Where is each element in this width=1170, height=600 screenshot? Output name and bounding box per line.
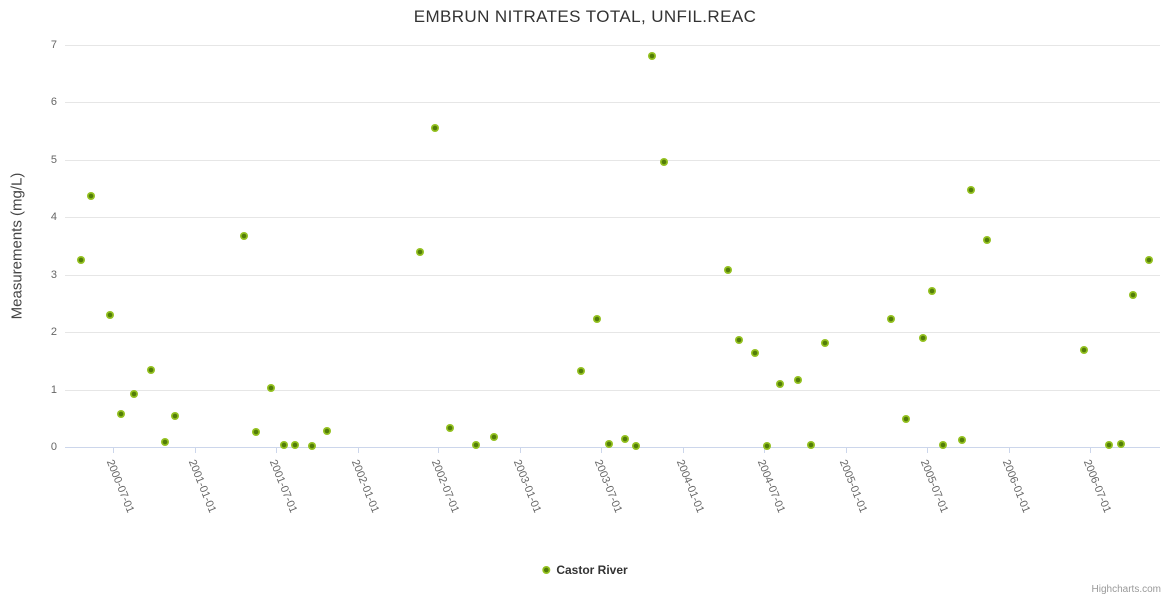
x-axis-tick xyxy=(358,448,359,453)
x-axis-tick xyxy=(1090,448,1091,453)
y-axis-tick-label: 7 xyxy=(50,39,57,51)
data-point[interactable] xyxy=(1104,440,1113,449)
data-point[interactable] xyxy=(252,428,261,437)
y-axis-tick-label: 4 xyxy=(50,211,57,223)
data-point[interactable] xyxy=(605,440,614,449)
x-axis-tick-label: 2000-07-01 xyxy=(103,458,137,515)
y-gridline xyxy=(65,45,1160,46)
x-axis-tick xyxy=(113,448,114,453)
x-axis-tick xyxy=(276,448,277,453)
y-axis-tick-label: 6 xyxy=(50,96,57,108)
data-point[interactable] xyxy=(430,124,439,133)
data-point[interactable] xyxy=(323,426,332,435)
x-axis-tick-label: 2001-07-01 xyxy=(266,458,300,515)
data-point[interactable] xyxy=(290,440,299,449)
x-axis-tick-label: 2002-01-01 xyxy=(348,458,382,515)
x-axis-tick xyxy=(846,448,847,453)
data-point[interactable] xyxy=(734,336,743,345)
data-point[interactable] xyxy=(621,434,630,443)
data-point[interactable] xyxy=(762,442,771,451)
data-point[interactable] xyxy=(171,411,180,420)
x-axis-tick-label: 2003-01-01 xyxy=(510,458,544,515)
data-point[interactable] xyxy=(807,440,816,449)
x-axis-tick xyxy=(927,448,928,453)
y-axis-tick-label: 1 xyxy=(50,384,57,396)
y-gridline xyxy=(65,390,1160,391)
data-point[interactable] xyxy=(106,310,114,319)
data-point[interactable] xyxy=(1079,345,1088,354)
y-axis-title: Measurements (mg/L) xyxy=(8,172,26,320)
data-point[interactable] xyxy=(471,440,480,449)
data-point[interactable] xyxy=(750,349,759,358)
x-axis-tick-label: 2002-07-01 xyxy=(428,458,462,515)
data-point[interactable] xyxy=(938,440,947,449)
x-axis-tick-label: 2001-01-01 xyxy=(185,458,219,515)
x-axis-tick xyxy=(683,448,684,453)
x-axis-tick xyxy=(764,448,765,453)
x-axis-line xyxy=(65,447,1160,448)
data-point[interactable] xyxy=(130,389,139,398)
data-point[interactable] xyxy=(1116,440,1125,449)
x-axis-tick xyxy=(1009,448,1010,453)
y-gridline xyxy=(65,275,1160,276)
y-gridline xyxy=(65,217,1160,218)
x-axis-tick xyxy=(601,448,602,453)
y-gridline xyxy=(65,102,1160,103)
x-axis-tick-label: 2005-01-01 xyxy=(836,458,870,515)
legend-marker-icon xyxy=(542,566,551,574)
data-point[interactable] xyxy=(901,414,910,423)
data-point[interactable] xyxy=(577,366,586,375)
y-axis-tick-label: 2 xyxy=(50,326,57,338)
x-axis-tick-label: 2006-01-01 xyxy=(999,458,1033,515)
x-axis-tick-label: 2004-01-01 xyxy=(673,458,707,515)
chart-title: EMBRUN NITRATES TOTAL, UNFIL.REAC xyxy=(413,7,757,26)
x-axis-tick-label: 2004-07-01 xyxy=(754,458,788,515)
data-point[interactable] xyxy=(631,442,640,451)
data-point[interactable] xyxy=(886,314,895,323)
legend-label: Castor River xyxy=(556,563,628,577)
y-gridline xyxy=(65,160,1160,161)
data-point[interactable] xyxy=(794,375,803,384)
data-point[interactable] xyxy=(724,265,733,274)
data-point[interactable] xyxy=(958,436,967,445)
data-point[interactable] xyxy=(659,157,668,166)
data-point[interactable] xyxy=(967,185,976,194)
highcharts-credits-link[interactable]: Highcharts.com xyxy=(1091,584,1161,595)
data-point[interactable] xyxy=(647,52,656,61)
y-axis-tick-label: 5 xyxy=(50,154,57,166)
data-point[interactable] xyxy=(593,314,602,323)
data-point[interactable] xyxy=(307,442,316,451)
data-point[interactable] xyxy=(983,236,992,245)
x-axis-tick-label: 2005-07-01 xyxy=(917,458,951,515)
data-point[interactable] xyxy=(821,339,830,348)
data-point[interactable] xyxy=(86,192,95,201)
data-point[interactable] xyxy=(918,333,927,342)
x-axis-tick-label: 2003-07-01 xyxy=(591,458,625,515)
x-axis-tick xyxy=(195,448,196,453)
legend-item-castor-river[interactable]: Castor River xyxy=(542,563,628,577)
data-point[interactable] xyxy=(117,410,126,419)
data-point[interactable] xyxy=(279,440,288,449)
data-point[interactable] xyxy=(240,232,249,241)
data-point[interactable] xyxy=(266,383,275,392)
data-point[interactable] xyxy=(77,256,86,265)
data-point[interactable] xyxy=(489,433,498,442)
data-point[interactable] xyxy=(147,366,155,375)
x-axis-tick xyxy=(520,448,521,453)
y-axis-tick-label: 0 xyxy=(50,441,57,453)
y-gridline xyxy=(65,332,1160,333)
data-point[interactable] xyxy=(1128,290,1137,299)
x-axis-tick-label: 2006-07-01 xyxy=(1080,458,1114,515)
data-point[interactable] xyxy=(416,248,425,257)
data-point[interactable] xyxy=(928,286,937,295)
x-axis-tick xyxy=(438,448,439,453)
data-point[interactable] xyxy=(161,437,170,446)
data-point[interactable] xyxy=(775,380,784,389)
y-axis-tick-label: 3 xyxy=(50,269,57,281)
data-point[interactable] xyxy=(446,424,455,433)
data-point[interactable] xyxy=(1144,256,1153,265)
